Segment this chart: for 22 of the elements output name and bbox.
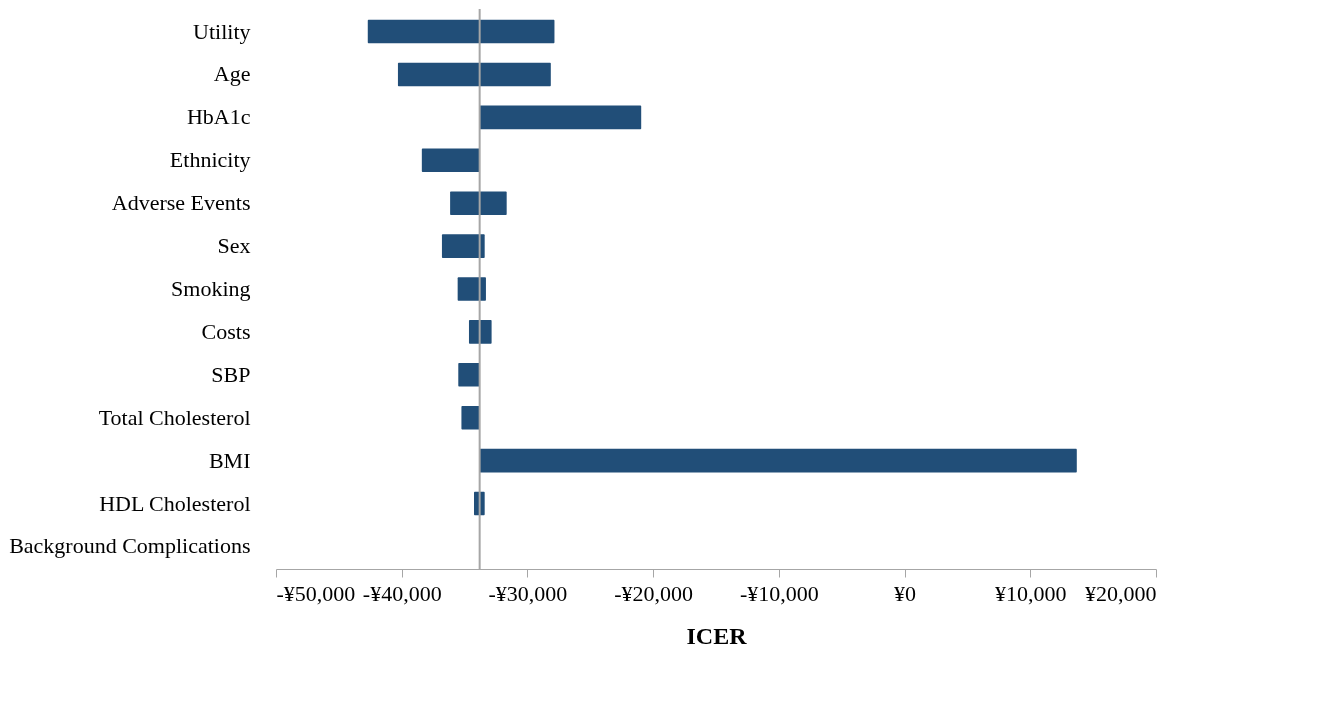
y-tick-label: HbA1c	[186, 104, 251, 130]
x-tick-label: -¥50,000	[276, 580, 356, 606]
x-tick-label: ¥0	[894, 580, 917, 606]
y-tick-label: Age	[213, 61, 251, 87]
x-tick-label: -¥40,000	[362, 580, 442, 606]
y-tick-label: Adverse Events	[111, 190, 251, 216]
y-tick-label: Smoking	[171, 276, 251, 301]
y-tick-label: Total Cholesterol	[98, 404, 251, 430]
y-tick-label: Sex	[217, 233, 251, 259]
y-tick-label: Costs	[201, 318, 251, 344]
y-tick-label: HDL Cholesterol	[99, 490, 251, 516]
y-tick-label: Utility	[193, 18, 251, 44]
x-tick-label: ¥20,000	[1085, 580, 1157, 606]
x-tick-label: -¥10,000	[739, 580, 819, 606]
x-tick-label: -¥30,000	[488, 580, 568, 606]
y-tick-label: SBP	[211, 361, 251, 387]
x-tick-label: -¥20,000	[614, 580, 694, 606]
y-tick-label: Ethnicity	[169, 147, 251, 173]
y-tick-label: BMI	[208, 447, 251, 473]
x-tick-label: ¥10,000	[995, 580, 1067, 606]
y-tick-label: Background Complications	[9, 533, 251, 559]
x-axis-title: ICER	[686, 622, 748, 649]
